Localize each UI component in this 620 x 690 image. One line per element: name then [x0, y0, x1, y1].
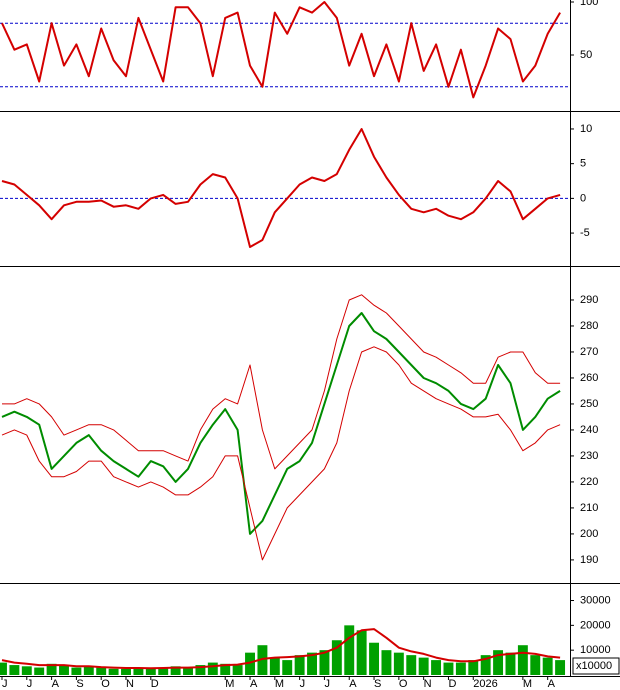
x-tick-label: D — [448, 678, 456, 690]
y-tick-label: 230 — [580, 450, 598, 462]
x-tick-label: A — [52, 678, 60, 690]
volume-bar — [46, 663, 57, 675]
volume-bar — [381, 650, 392, 675]
volume-bar — [443, 662, 454, 675]
x-tick-label: D — [151, 678, 159, 690]
volume-bar — [530, 655, 541, 675]
x-tick-label: N — [424, 678, 432, 690]
volume-bar — [158, 667, 169, 675]
x-tick-label: O — [101, 678, 110, 690]
volume-bar — [133, 667, 144, 675]
volume-bar — [294, 655, 305, 675]
volume-bar — [356, 630, 367, 675]
x-tick-label: M — [275, 678, 284, 690]
volume-bar — [393, 652, 404, 675]
volume-bar — [493, 650, 504, 675]
annotation-box — [572, 657, 620, 675]
volume-bar — [183, 667, 193, 675]
x-tick-label: A — [349, 678, 357, 690]
series-line — [2, 294, 561, 470]
volume-bar — [108, 668, 119, 675]
volume-bar — [207, 662, 218, 675]
series-line — [1, 312, 561, 535]
volume-bar — [195, 665, 206, 675]
x-tick-label: J — [300, 678, 306, 690]
series-line — [1, 128, 561, 248]
volume-bar — [406, 655, 417, 675]
y-tick-label: 280 — [580, 320, 598, 332]
y-tick-label: 290 — [580, 294, 598, 306]
y-tick-label: 20000 — [580, 619, 611, 631]
volume-bar — [269, 657, 280, 675]
x-tick-label: A — [548, 678, 556, 690]
y-tick-label: 5 — [580, 158, 586, 170]
series-line — [1, 628, 561, 670]
volume-bar — [455, 662, 466, 675]
x-tick-label: J — [324, 678, 330, 690]
volume-bar — [282, 660, 293, 675]
volume-bar — [369, 642, 380, 675]
volume-bar — [83, 666, 94, 675]
series-line — [1, 1, 561, 99]
annotation: x10000 — [576, 660, 612, 672]
volume-bar — [319, 650, 330, 675]
volume-bar — [542, 657, 553, 675]
y-tick-label: 210 — [580, 502, 598, 514]
y-tick-label: 10000 — [580, 644, 611, 656]
volume-bar — [170, 666, 181, 675]
volume-bar — [505, 652, 516, 675]
x-tick-label: J — [27, 678, 33, 690]
x-tick-label: O — [399, 678, 408, 690]
series-line — [1, 346, 561, 561]
volume-bar — [418, 657, 429, 675]
volume-bar — [245, 652, 255, 675]
x-tick-label: A — [250, 678, 258, 690]
y-tick-label: 240 — [580, 424, 598, 436]
y-tick-label: 190 — [580, 554, 598, 566]
volume-bar — [232, 665, 243, 675]
y-tick-label: 200 — [580, 528, 598, 540]
y-tick-label: 50 — [580, 49, 592, 61]
volume-bar — [145, 668, 156, 675]
volume-bar — [96, 667, 107, 675]
volume-bar — [220, 663, 231, 675]
x-tick-label: M — [225, 678, 234, 690]
volume-bar — [0, 662, 7, 675]
volume-bar — [9, 665, 20, 675]
volume-bar — [344, 625, 355, 675]
y-tick-label: 0 — [580, 192, 586, 204]
x-tick-label: S — [374, 678, 381, 690]
y-tick-label: 100 — [580, 0, 598, 8]
y-tick-label: -5 — [580, 227, 590, 239]
x-tick-label: 2026 — [473, 678, 497, 690]
volume-bar — [121, 668, 131, 675]
volume-bar — [34, 667, 45, 675]
volume-bar — [480, 655, 491, 675]
x-tick-label: M — [523, 678, 532, 690]
volume-bar — [71, 667, 82, 675]
x-tick-label: S — [76, 678, 83, 690]
volume-bar — [307, 652, 317, 675]
volume-bar — [517, 645, 528, 675]
volume-bar — [468, 660, 479, 675]
y-tick-label: 10 — [580, 123, 592, 135]
y-tick-label: 260 — [580, 372, 598, 384]
x-tick-label: J — [2, 678, 8, 690]
volume-bar — [431, 660, 442, 675]
y-tick-label: 220 — [580, 476, 598, 488]
volume-bar — [257, 645, 268, 675]
y-tick-label: 250 — [580, 398, 598, 410]
volume-bar — [331, 640, 342, 675]
volume-bar — [59, 665, 69, 675]
y-tick-label: 270 — [580, 346, 598, 358]
y-tick-label: 30000 — [580, 594, 611, 606]
volume-bar — [21, 666, 32, 675]
x-tick-label: N — [126, 678, 134, 690]
volume-bar — [555, 660, 566, 675]
